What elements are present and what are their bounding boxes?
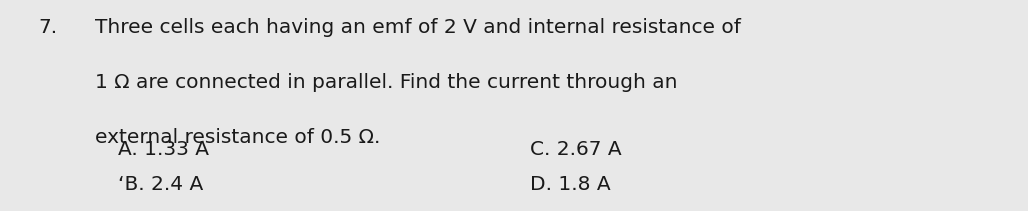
- Text: D. 1.8 A: D. 1.8 A: [530, 175, 611, 194]
- Text: ‘B. 2.4 A: ‘B. 2.4 A: [118, 175, 204, 194]
- Text: external resistance of 0.5 Ω.: external resistance of 0.5 Ω.: [95, 128, 380, 147]
- Text: C. 2.67 A: C. 2.67 A: [530, 140, 622, 159]
- Text: Three cells each having an emf of 2 V and internal resistance of: Three cells each having an emf of 2 V an…: [95, 18, 741, 37]
- Text: A. 1.33 A: A. 1.33 A: [118, 140, 209, 159]
- Text: 7.: 7.: [38, 18, 58, 37]
- Text: 1 Ω are connected in parallel. Find the current through an: 1 Ω are connected in parallel. Find the …: [95, 73, 677, 92]
